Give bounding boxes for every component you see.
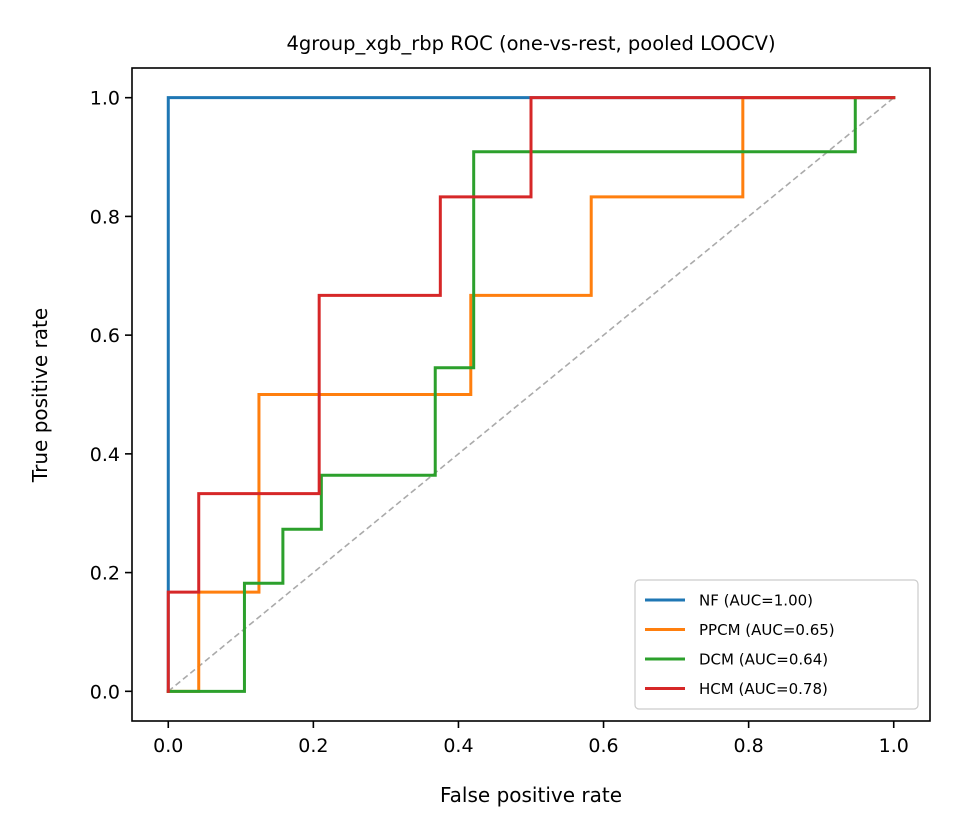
y-tick-label: 0.8	[90, 206, 120, 228]
chart-title: 4group_xgb_rbp ROC (one-vs-rest, pooled …	[286, 32, 775, 55]
roc-curve-ppcm	[166, 96, 896, 693]
legend-label-ppcm: PPCM (AUC=0.65)	[699, 621, 835, 639]
y-axis: 0.0 0.2 0.4 0.6 0.8 1.0	[90, 88, 132, 703]
x-tick-label: 1.0	[879, 735, 909, 757]
y-tick-label: 0.4	[90, 444, 120, 466]
x-tick-label: 0.2	[298, 735, 328, 757]
plot-area	[166, 96, 896, 693]
roc-curve-dcm	[166, 96, 896, 693]
chance-diagonal-line	[167, 97, 895, 692]
y-tick-label: 0.2	[90, 563, 120, 585]
y-tick-label: 0.6	[90, 325, 120, 347]
x-tick-label: 0.0	[153, 735, 183, 757]
legend-label-nf: NF (AUC=1.00)	[699, 592, 813, 610]
y-tick-label: 0.0	[90, 681, 120, 703]
x-tick-label: 0.8	[734, 735, 764, 757]
roc-curve-hcm	[166, 96, 896, 693]
x-tick-label: 0.4	[443, 735, 473, 757]
legend-box	[634, 579, 919, 710]
y-axis-label: True positive rate	[28, 308, 52, 483]
axes-frame	[131, 67, 931, 722]
legend-label-hcm: HCM (AUC=0.78)	[699, 680, 828, 698]
legend: NF (AUC=1.00) PPCM (AUC=0.65) DCM (AUC=0.6…	[634, 579, 919, 710]
y-tick-label: 1.0	[90, 88, 120, 110]
x-tick-label: 0.6	[588, 735, 618, 757]
x-axis: 0.0 0.2 0.4 0.6 0.8 1.0	[153, 721, 909, 757]
x-axis-label: False positive rate	[440, 783, 622, 807]
legend-label-dcm: DCM (AUC=0.64)	[699, 651, 828, 669]
